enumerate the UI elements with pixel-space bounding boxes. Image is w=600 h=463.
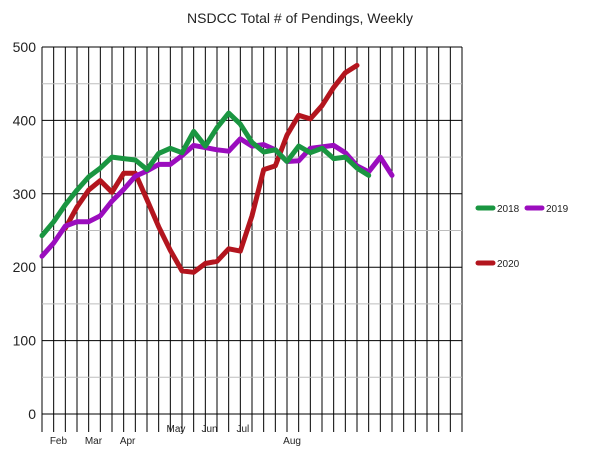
legend: 2018 2019 2020 <box>475 204 569 270</box>
legend-label-2019: 2019 <box>546 204 569 215</box>
legend-label-2020: 2020 <box>497 259 520 270</box>
x-tick-label: Jul <box>237 424 250 435</box>
x-axis-ticks: Feb Mar Apr May Jun Jul Aug <box>50 424 301 447</box>
series-line-2020 <box>62 62 360 275</box>
series-lines <box>39 62 395 275</box>
series-line-2019 <box>39 136 395 259</box>
y-axis-ticks: 0 100 200 300 400 500 <box>13 39 37 422</box>
y-tick-label: 500 <box>13 39 37 55</box>
x-tick-label: Mar <box>85 436 103 447</box>
y-tick-label: 0 <box>28 406 36 422</box>
y-tick-label: 200 <box>13 259 37 275</box>
grid-lines <box>41 46 463 432</box>
x-tick-label: Jun <box>202 424 218 435</box>
x-tick-label: May <box>167 424 186 435</box>
x-tick-label: Aug <box>283 436 301 447</box>
y-tick-label: 300 <box>13 186 37 202</box>
y-tick-label: 400 <box>13 112 37 128</box>
series-line-2018 <box>39 110 372 239</box>
chart-title: NSDCC Total # of Pendings, Weekly <box>187 10 413 26</box>
legend-label-2018: 2018 <box>497 204 520 215</box>
x-tick-label: Apr <box>120 436 136 447</box>
y-tick-label: 100 <box>13 333 37 349</box>
x-tick-label: Feb <box>50 436 68 447</box>
